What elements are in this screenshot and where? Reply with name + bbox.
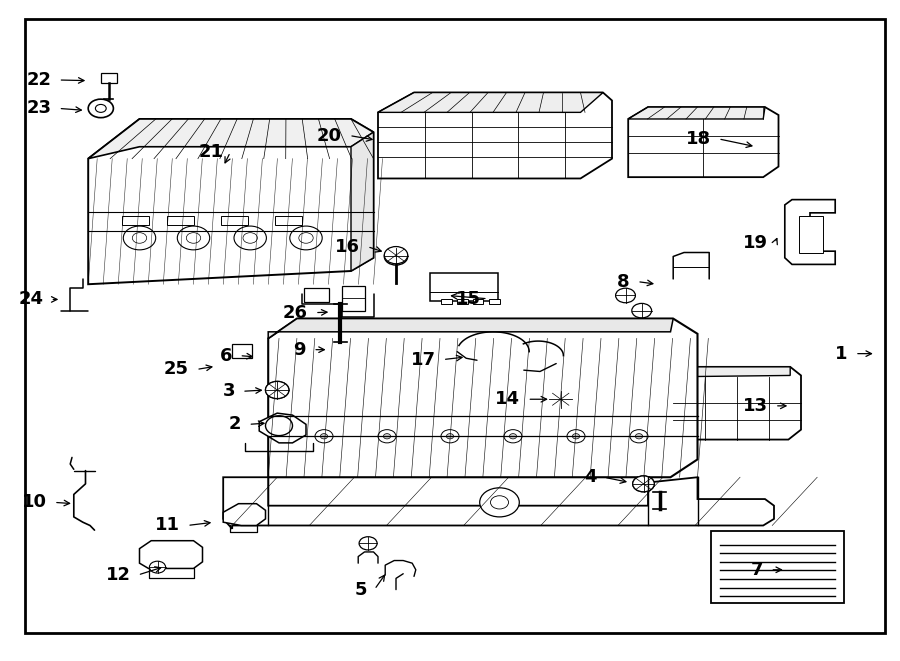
Text: 18: 18 [686, 130, 711, 148]
Polygon shape [268, 319, 698, 477]
Text: 19: 19 [742, 234, 768, 253]
Polygon shape [785, 200, 835, 264]
Bar [304, 288, 329, 302]
Text: 3: 3 [222, 382, 235, 401]
Circle shape [549, 391, 572, 408]
Circle shape [123, 226, 156, 250]
Text: 14: 14 [495, 390, 520, 408]
Text: 21: 21 [198, 143, 223, 161]
Circle shape [266, 416, 292, 436]
Bar [232, 344, 252, 358]
Circle shape [633, 476, 654, 492]
Text: 8: 8 [617, 272, 630, 291]
Text: 12: 12 [105, 566, 130, 584]
Circle shape [633, 476, 654, 492]
Circle shape [635, 434, 643, 439]
Circle shape [632, 303, 652, 318]
Circle shape [509, 434, 517, 439]
Circle shape [320, 434, 328, 439]
Circle shape [177, 226, 210, 250]
Text: 7: 7 [751, 561, 763, 579]
Circle shape [266, 381, 289, 399]
Text: 10: 10 [22, 493, 47, 512]
Text: 16: 16 [335, 237, 360, 256]
Text: 23: 23 [26, 99, 51, 118]
Text: 2: 2 [229, 415, 241, 434]
Bar [457, 299, 468, 304]
Polygon shape [223, 477, 774, 529]
Circle shape [384, 248, 408, 265]
Bar [122, 216, 148, 225]
Circle shape [95, 104, 106, 112]
Polygon shape [268, 319, 673, 338]
Bar [274, 216, 302, 225]
Bar [489, 299, 500, 304]
Circle shape [186, 233, 201, 243]
Bar [472, 299, 483, 304]
Circle shape [446, 434, 454, 439]
Circle shape [149, 561, 166, 573]
Text: 24: 24 [18, 290, 43, 309]
Circle shape [315, 430, 333, 443]
Circle shape [549, 391, 572, 408]
Circle shape [234, 226, 266, 250]
Bar [799, 216, 823, 253]
Bar [166, 216, 194, 225]
Text: 1: 1 [835, 344, 848, 363]
Polygon shape [88, 119, 373, 284]
Circle shape [359, 537, 377, 550]
Text: 11: 11 [155, 516, 180, 535]
Circle shape [630, 430, 648, 443]
Bar [430, 273, 498, 301]
Text: 15: 15 [455, 290, 481, 308]
Text: 6: 6 [220, 346, 232, 365]
Polygon shape [673, 367, 790, 377]
Polygon shape [223, 504, 266, 525]
Polygon shape [378, 93, 603, 112]
Polygon shape [351, 132, 374, 271]
Polygon shape [673, 367, 801, 440]
Circle shape [383, 434, 391, 439]
Circle shape [266, 381, 289, 399]
Polygon shape [140, 541, 202, 568]
Circle shape [567, 430, 585, 443]
Bar [342, 286, 364, 311]
Circle shape [504, 430, 522, 443]
Text: 4: 4 [584, 468, 597, 486]
Text: 13: 13 [742, 397, 768, 415]
Circle shape [572, 434, 580, 439]
Text: 22: 22 [26, 71, 51, 89]
Text: 17: 17 [410, 350, 436, 369]
Circle shape [88, 99, 113, 118]
Circle shape [132, 233, 147, 243]
Circle shape [290, 226, 322, 250]
Text: 25: 25 [164, 360, 189, 379]
Polygon shape [378, 93, 612, 178]
Circle shape [616, 288, 635, 303]
Circle shape [441, 430, 459, 443]
Polygon shape [259, 413, 306, 443]
Polygon shape [628, 107, 765, 119]
Polygon shape [628, 107, 778, 177]
Bar [441, 299, 452, 304]
Polygon shape [88, 119, 373, 159]
Text: 20: 20 [317, 126, 342, 145]
Text: 26: 26 [283, 303, 308, 322]
Circle shape [378, 430, 396, 443]
Circle shape [384, 247, 408, 264]
Text: 9: 9 [293, 340, 306, 359]
Bar [220, 216, 248, 225]
Bar [711, 531, 844, 603]
Circle shape [243, 233, 257, 243]
Text: 5: 5 [355, 580, 367, 599]
Circle shape [299, 233, 313, 243]
Circle shape [480, 488, 519, 517]
Circle shape [491, 496, 508, 509]
Bar [101, 73, 117, 83]
